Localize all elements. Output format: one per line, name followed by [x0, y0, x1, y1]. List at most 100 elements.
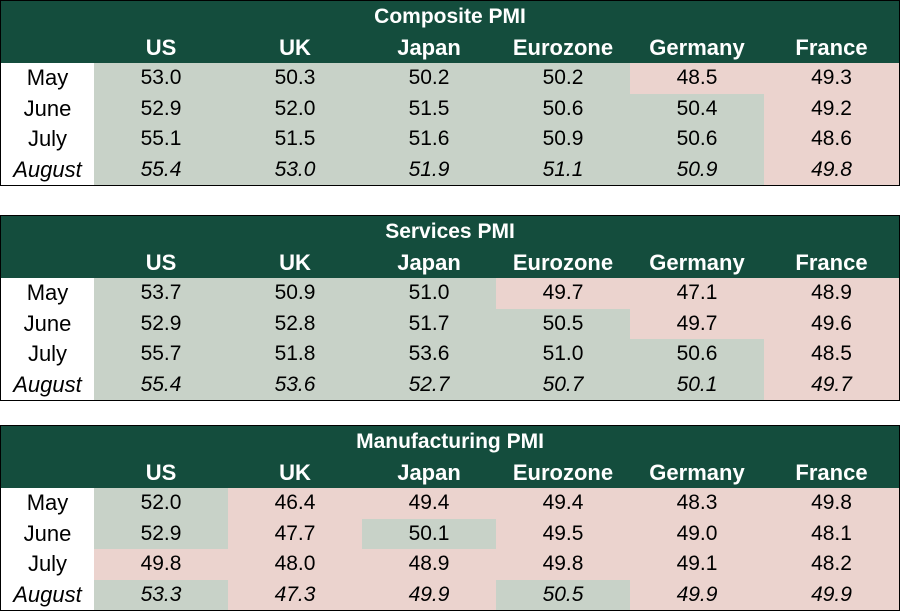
- column-header-france: France: [795, 250, 868, 275]
- table-cell: 55.4: [94, 154, 228, 185]
- column-header-us: US: [145, 460, 177, 485]
- table-row-august: August 55.4 53.6 52.7 50.7 50.1 49.7: [1, 369, 899, 400]
- column-header-france: France: [795, 460, 868, 485]
- table-cell: 53.7: [94, 278, 228, 309]
- table-cell: 49.5: [496, 518, 630, 549]
- row-label: June: [23, 310, 72, 336]
- row-label: August: [13, 581, 82, 607]
- column-header-eurozone: Eurozone: [512, 35, 614, 60]
- table-cell: 52.0: [228, 93, 362, 124]
- column-header-germany: Germany: [649, 35, 745, 60]
- table-cell: 50.6: [630, 124, 764, 155]
- table-cell: 55.4: [94, 369, 228, 400]
- table-cell: 52.0: [94, 488, 228, 519]
- row-label: May: [26, 280, 69, 305]
- table-cell: 51.7: [362, 308, 496, 339]
- table-cell: 49.8: [496, 549, 630, 580]
- table-cell: 50.5: [496, 579, 630, 610]
- row-label-header: [1, 32, 94, 63]
- column-header-eurozone: Eurozone: [512, 250, 614, 275]
- table-cell: 48.6: [764, 124, 899, 155]
- table-cell: 49.8: [764, 154, 899, 185]
- table-cell: 52.9: [94, 93, 228, 124]
- table-cell: 50.3: [228, 63, 362, 94]
- table-cell: 49.2: [764, 93, 899, 124]
- table-title: Composite PMI: [374, 4, 526, 28]
- table-cell: 50.2: [496, 63, 630, 94]
- table-row-august: August 53.3 47.3 49.9 50.5 49.9 49.9: [1, 579, 899, 610]
- table-cell: 48.5: [630, 63, 764, 94]
- table-row-july: July 49.8 48.0 48.9 49.8 49.1 48.2: [1, 549, 899, 580]
- column-header-japan: Japan: [397, 250, 461, 275]
- column-header-japan: Japan: [397, 460, 461, 485]
- column-header-germany: Germany: [649, 460, 745, 485]
- table-row-may: May 52.0 46.4 49.4 49.4 48.3 49.8: [1, 488, 899, 519]
- table-title: Services PMI: [385, 219, 515, 243]
- column-header-germany: Germany: [649, 250, 745, 275]
- row-label: May: [26, 65, 69, 90]
- row-label: July: [27, 551, 68, 576]
- table-cell: 53.0: [94, 63, 228, 94]
- table-cell: 52.9: [94, 518, 228, 549]
- table-cell: 51.6: [362, 124, 496, 155]
- table-cell: 47.3: [228, 579, 362, 610]
- composite-pmi-table: Composite PMI US UK Japan Eurozone Germany Fra…: [0, 0, 900, 186]
- table-cell: 50.6: [630, 339, 764, 370]
- table-cell: 51.9: [362, 154, 496, 185]
- table-cell: 50.7: [496, 369, 630, 400]
- table-row-august: August 55.4 53.0 51.9 51.1 50.9 49.8: [1, 154, 899, 185]
- table-cell: 51.5: [362, 93, 496, 124]
- row-label: July: [27, 341, 68, 366]
- row-label: May: [26, 490, 69, 515]
- table-cell: 49.9: [362, 579, 496, 610]
- table-cell: 48.3: [630, 488, 764, 519]
- table-cell: 51.8: [228, 339, 362, 370]
- row-label: July: [27, 126, 68, 151]
- table-cell: 52.7: [362, 369, 496, 400]
- table-row-june: June 52.9 52.0 51.5 50.6 50.4 49.2: [1, 93, 899, 124]
- table-cell: 49.7: [764, 369, 899, 400]
- table-header: Manufacturing PMI US UK Japan Eurozone German…: [1, 426, 899, 488]
- column-header-row: US UK Japan Eurozone Germany France: [1, 247, 899, 278]
- table-cell: 48.2: [764, 549, 899, 580]
- table-cell: 48.1: [764, 518, 899, 549]
- table-cell: 49.9: [630, 579, 764, 610]
- table-cell: 49.7: [496, 278, 630, 309]
- table-cell: 50.9: [496, 124, 630, 155]
- table-cell: 50.4: [630, 93, 764, 124]
- table-header: Composite PMI US UK Japan Eurozone Germany Fra…: [1, 1, 899, 63]
- table-row-july: July 55.7 51.8 53.6 51.0 50.6 48.5: [1, 339, 899, 370]
- table-cell: 47.1: [630, 278, 764, 309]
- column-header-uk: UK: [279, 35, 311, 60]
- column-header-uk: UK: [279, 460, 311, 485]
- table-cell: 50.6: [496, 93, 630, 124]
- table-cell: 49.4: [362, 488, 496, 519]
- column-header-us: US: [145, 35, 177, 60]
- table-cell: 50.2: [362, 63, 496, 94]
- table-cell: 51.1: [496, 154, 630, 185]
- column-header-us: US: [145, 250, 177, 275]
- table-cell: 52.8: [228, 308, 362, 339]
- table-cell: 49.7: [630, 308, 764, 339]
- manufacturing-pmi-table: Manufacturing PMI US UK Japan Eurozone German…: [0, 425, 900, 611]
- table-cell: 55.7: [94, 339, 228, 370]
- table-row-june: June 52.9 47.7 50.1 49.5 49.0 48.1: [1, 518, 899, 549]
- table-cell: 55.1: [94, 124, 228, 155]
- table-title: Manufacturing PMI: [356, 429, 544, 453]
- table-cell: 51.5: [228, 124, 362, 155]
- table-cell: 49.9: [764, 579, 899, 610]
- table-cell: 53.6: [362, 339, 496, 370]
- table-header: Services PMI US UK Japan Eurozone Germany Fran…: [1, 216, 899, 278]
- table-cell: 49.4: [496, 488, 630, 519]
- row-label-header: [1, 247, 94, 278]
- table-cell: 53.6: [228, 369, 362, 400]
- column-header-japan: Japan: [397, 35, 461, 60]
- table-cell: 53.3: [94, 579, 228, 610]
- column-header-row: US UK Japan Eurozone Germany France: [1, 32, 899, 63]
- table-cell: 48.5: [764, 339, 899, 370]
- table-cell: 50.9: [630, 154, 764, 185]
- table-cell: 49.3: [764, 63, 899, 94]
- column-header-eurozone: Eurozone: [512, 460, 614, 485]
- table-cell: 52.9: [94, 308, 228, 339]
- services-pmi-table: Services PMI US UK Japan Eurozone Germany Fran…: [0, 215, 900, 401]
